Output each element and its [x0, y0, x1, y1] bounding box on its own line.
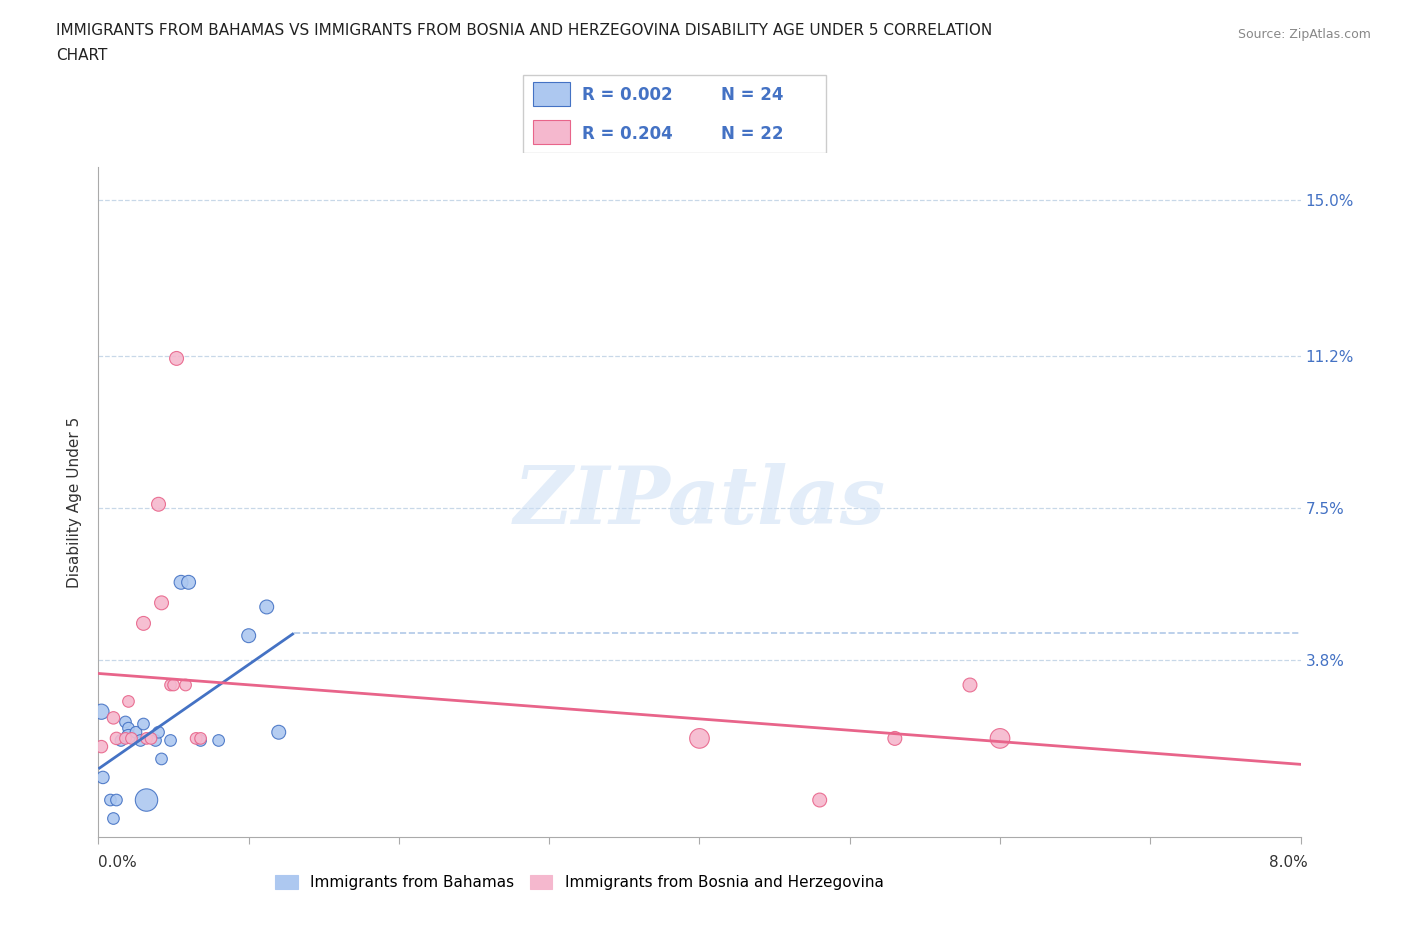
Point [90, 739, 112, 754]
Point [145, 733, 167, 748]
Text: ZIPatlas: ZIPatlas [513, 463, 886, 541]
Point [159, 733, 181, 748]
Text: IMMIGRANTS FROM BAHAMAS VS IMMIGRANTS FROM BOSNIA AND HERZEGOVINA DISABILITY AGE: IMMIGRANTS FROM BAHAMAS VS IMMIGRANTS FR… [56, 23, 993, 38]
Point [174, 678, 197, 693]
Text: R = 0.204: R = 0.204 [582, 125, 673, 143]
Y-axis label: Disability Age Under 5: Disability Age Under 5 [67, 417, 83, 588]
Point [135, 792, 157, 807]
Text: Source: ZipAtlas.com: Source: ZipAtlas.com [1237, 28, 1371, 41]
Point [238, 629, 260, 644]
Point [959, 678, 981, 693]
Point [105, 792, 128, 807]
Point [808, 792, 831, 807]
Point [177, 575, 200, 590]
Bar [533, 120, 569, 144]
Point [988, 731, 1011, 746]
Point [129, 733, 152, 748]
Text: 0.0%: 0.0% [98, 855, 138, 870]
Point [114, 714, 136, 729]
Text: N = 22: N = 22 [721, 125, 783, 143]
Text: CHART: CHART [56, 48, 108, 63]
Point [105, 731, 128, 746]
Point [190, 733, 212, 748]
Point [103, 811, 125, 826]
Point [114, 731, 136, 746]
Point [166, 351, 188, 365]
Point [159, 678, 181, 693]
Point [117, 721, 139, 736]
Point [256, 600, 278, 615]
Point [117, 694, 139, 709]
Point [184, 731, 207, 746]
Text: R = 0.002: R = 0.002 [582, 86, 672, 104]
Point [100, 792, 122, 807]
Point [170, 575, 193, 590]
Point [162, 678, 184, 693]
Point [190, 731, 212, 746]
Text: 8.0%: 8.0% [1268, 855, 1308, 870]
Point [267, 724, 290, 739]
Point [132, 616, 155, 631]
Point [150, 751, 173, 766]
Point [117, 729, 139, 744]
Point [150, 595, 173, 610]
Point [883, 731, 905, 746]
Point [90, 704, 112, 719]
Point [208, 733, 231, 748]
Point [689, 731, 711, 746]
Text: N = 24: N = 24 [721, 86, 783, 104]
Point [139, 731, 162, 746]
Point [121, 731, 143, 746]
Point [135, 731, 157, 746]
Bar [533, 83, 569, 106]
FancyBboxPatch shape [523, 75, 827, 153]
Point [132, 717, 155, 732]
Point [110, 733, 132, 748]
Legend: Immigrants from Bahamas, Immigrants from Bosnia and Herzegovina: Immigrants from Bahamas, Immigrants from… [269, 869, 890, 897]
Point [148, 497, 170, 512]
Point [91, 770, 114, 785]
Point [148, 724, 170, 739]
Point [103, 711, 125, 725]
Point [125, 724, 148, 739]
